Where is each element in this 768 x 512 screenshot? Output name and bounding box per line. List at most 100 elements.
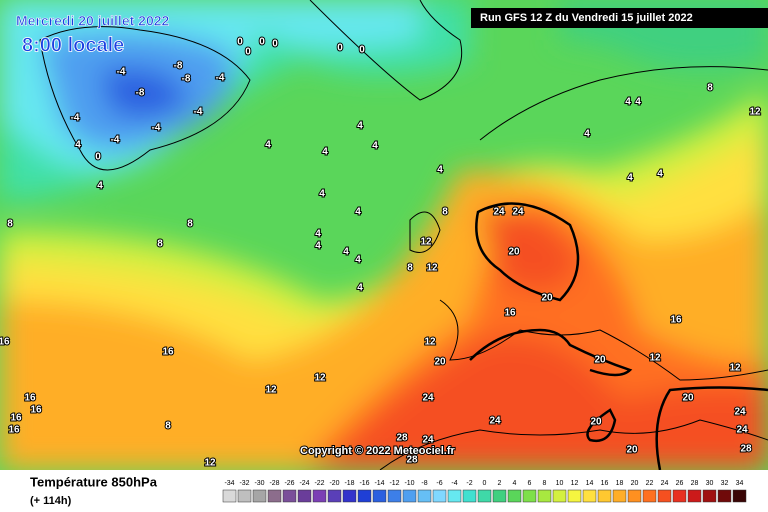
scale-label: -28 <box>269 480 279 487</box>
scale-swatch <box>402 489 417 503</box>
scale-swatch <box>717 489 732 503</box>
scale-label: -8 <box>421 480 427 487</box>
contour-label: 4 <box>355 207 361 218</box>
scale-label: -14 <box>374 480 384 487</box>
scale-label: 26 <box>676 480 684 487</box>
contour-label: 4 <box>97 181 103 192</box>
scale-label: -22 <box>314 480 324 487</box>
scale-label: -6 <box>436 480 442 487</box>
contour-label: 12 <box>314 373 326 384</box>
scale-swatch <box>552 489 567 503</box>
contour-label: 4 <box>315 241 321 252</box>
contour-label: 4 <box>319 189 325 200</box>
coastlines <box>39 0 768 471</box>
contour-label: -8 <box>182 74 191 85</box>
contour-label: 4 <box>372 141 378 152</box>
contour-label: 0 <box>272 39 278 50</box>
contour-label: -8 <box>136 88 145 99</box>
scale-label: -10 <box>404 480 414 487</box>
scale-label: 18 <box>616 480 624 487</box>
scale-swatch <box>567 489 582 503</box>
scale-swatch <box>687 489 702 503</box>
contour-label: 24 <box>512 207 524 218</box>
contour-label: 16 <box>504 308 516 319</box>
scale-label: 20 <box>631 480 639 487</box>
scale-swatch <box>537 489 552 503</box>
scale-swatch <box>672 489 687 503</box>
scale-swatch <box>492 489 507 503</box>
scale-label: 0 <box>483 480 487 487</box>
contour-label: -4 <box>111 135 120 146</box>
contour-label: 4 <box>315 229 321 240</box>
contour-label: 12 <box>729 363 741 374</box>
scale-swatch <box>597 489 612 503</box>
scale-swatch <box>702 489 717 503</box>
scale-swatch <box>627 489 642 503</box>
contour-label: 12 <box>426 263 438 274</box>
contour-20 <box>469 202 768 471</box>
scale-label: 6 <box>528 480 532 487</box>
contour-label: 8 <box>187 219 193 230</box>
scale-swatch <box>432 489 447 503</box>
scale-label: 8 <box>543 480 547 487</box>
contour-label: 4 <box>357 283 363 294</box>
contour-label: 16 <box>162 347 174 358</box>
contour-label: 8 <box>707 83 713 94</box>
scale-swatch <box>372 489 387 503</box>
scale-swatch <box>657 489 672 503</box>
scale-label: 2 <box>498 480 502 487</box>
scale-label: -12 <box>389 480 399 487</box>
contour-label: 4 <box>322 147 328 158</box>
contour-label: -8 <box>174 61 183 72</box>
scale-swatch <box>327 489 342 503</box>
contour-label: 12 <box>265 385 277 396</box>
run-box <box>471 8 768 28</box>
forecast-date: Mercredi 20 juillet 2022 <box>16 13 170 29</box>
scale-swatch <box>387 489 402 503</box>
contour-label: 4 <box>355 255 361 266</box>
contour-label: -4 <box>194 107 203 118</box>
scale-label: -4 <box>451 480 457 487</box>
scale-swatch <box>732 489 747 503</box>
scale-swatch <box>267 489 282 503</box>
scale-label: -20 <box>329 480 339 487</box>
contour-label: 0 <box>245 47 251 58</box>
contour-label: 16 <box>30 405 42 416</box>
run-info: Run GFS 12 Z du Vendredi 15 juillet 2022 <box>480 12 693 24</box>
scale-label: -24 <box>299 480 309 487</box>
contour-label: 8 <box>407 263 413 274</box>
contour-label: 12 <box>749 107 761 118</box>
scale-label: -16 <box>359 480 369 487</box>
contour-label: 16 <box>0 337 10 348</box>
scale-swatch <box>222 489 237 503</box>
scale-label: -2 <box>466 480 472 487</box>
scale-swatch <box>522 489 537 503</box>
contour-label: 8 <box>165 421 171 432</box>
contour-label: -4 <box>117 67 126 78</box>
contour-label: 20 <box>434 357 446 368</box>
scale-label: 34 <box>736 480 744 487</box>
scale-label: 10 <box>556 480 564 487</box>
contour-label: 20 <box>626 445 638 456</box>
contour-label: 4 <box>437 165 443 176</box>
scale-swatch <box>462 489 477 503</box>
copyright: Copyright © 2022 Meteociel.fr <box>300 445 456 457</box>
scale-label: -32 <box>239 480 249 487</box>
contour-label: 4 <box>343 247 349 258</box>
contour-label: -4 <box>216 73 225 84</box>
contour-label: 0 <box>237 37 243 48</box>
contour-label: 20 <box>590 417 602 428</box>
contour-label: 12 <box>204 458 216 469</box>
contour-label: 24 <box>422 393 434 404</box>
contour-label: 20 <box>682 393 694 404</box>
contour-label: 12 <box>649 353 661 364</box>
contour-label: 16 <box>670 315 682 326</box>
scale-label: 22 <box>646 480 654 487</box>
scale-swatch <box>312 489 327 503</box>
contour-label: 0 <box>95 152 101 163</box>
contour-label: -4 <box>152 123 161 134</box>
contour-label: 16 <box>8 425 20 436</box>
contour-label: 8 <box>7 219 13 230</box>
contour-label: 0 <box>259 37 265 48</box>
